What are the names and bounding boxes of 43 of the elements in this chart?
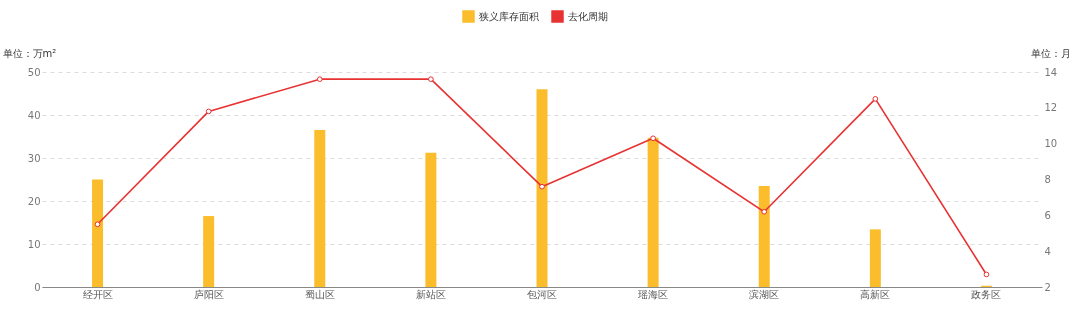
y2-tick-label: 4 xyxy=(1044,245,1051,257)
y-tick-label: 40 xyxy=(27,109,41,121)
bar xyxy=(869,229,881,287)
x-tick-label: 高新区 xyxy=(860,288,891,300)
bar xyxy=(92,179,104,287)
point xyxy=(94,221,101,228)
x-tick-label: 庐阳区 xyxy=(193,288,224,300)
bar xyxy=(647,137,659,287)
y2-tick-label: 6 xyxy=(1044,209,1051,221)
legend-label: 去化周期 xyxy=(568,10,608,22)
y2-axis-title: 单位：月 xyxy=(1030,47,1071,59)
x-tick-label: 滨湖区 xyxy=(749,288,780,300)
x-tick-label: 经开区 xyxy=(82,288,113,300)
point xyxy=(761,208,768,215)
y-tick-label: 20 xyxy=(27,195,41,207)
y-axis-title: 单位：万m² xyxy=(2,47,57,59)
bar xyxy=(758,185,770,287)
x-tick-label: 蜀山区 xyxy=(304,288,335,300)
y-tick-label: 0 xyxy=(34,281,41,293)
point xyxy=(316,76,323,83)
y2-tick-label: 14 xyxy=(1044,66,1058,78)
y-tick-label: 30 xyxy=(27,152,41,164)
x-tick-label: 新站区 xyxy=(415,288,446,300)
point xyxy=(539,183,545,190)
y2-tick-label: 12 xyxy=(1044,102,1058,114)
bar xyxy=(425,152,437,287)
point xyxy=(872,96,879,102)
point xyxy=(428,76,434,83)
point xyxy=(983,271,990,278)
bar xyxy=(203,216,215,287)
x-tick-label: 包河区 xyxy=(527,288,557,300)
y2-tick-label: 2 xyxy=(1044,281,1051,293)
bar xyxy=(314,130,326,287)
y2-tick-label: 10 xyxy=(1044,138,1058,150)
point xyxy=(650,135,656,142)
legend-label: 狭义库存面积 xyxy=(479,10,539,22)
y2-tick-label: 8 xyxy=(1044,174,1051,185)
point xyxy=(205,108,212,115)
x-tick-label: 政务区 xyxy=(971,288,1002,300)
x-tick-label: 瑶海区 xyxy=(638,288,669,300)
y-tick-label: 50 xyxy=(27,66,41,78)
bar xyxy=(536,89,548,287)
y-tick-label: 10 xyxy=(27,238,41,250)
